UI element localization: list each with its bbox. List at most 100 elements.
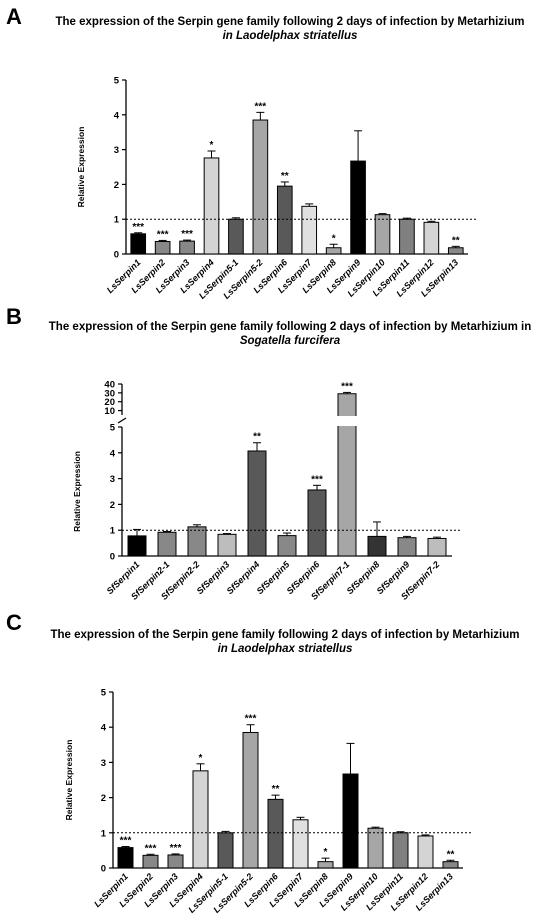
bar [427, 537, 447, 557]
significance-label: * [210, 140, 214, 151]
bar [367, 535, 387, 557]
bar [187, 526, 207, 557]
bar [242, 731, 259, 869]
bar [267, 798, 284, 869]
significance-label: *** [120, 836, 132, 847]
y-axis-label: Relative Expression [72, 451, 82, 532]
y-tick-label: 2 [101, 793, 106, 804]
panel-b-title: The expression of the Serpin gene family… [30, 320, 550, 348]
significance-label: *** [181, 229, 193, 240]
bar [117, 847, 134, 869]
bar [325, 247, 342, 255]
bar [447, 247, 464, 255]
significance-label: * [324, 847, 328, 858]
bar [392, 832, 409, 869]
y-tick-label: 0 [110, 552, 115, 563]
panel-a-title: The expression of the Serpin gene family… [30, 15, 550, 43]
y-tick-label: 4 [110, 448, 116, 459]
panel-a-title-line1: The expression of the Serpin gene family… [55, 16, 525, 28]
panel-letter-a: A [6, 4, 22, 29]
significance-label: ** [272, 784, 280, 795]
y-axis-label: Relative Expression [64, 740, 74, 821]
bar [130, 233, 147, 255]
bar [247, 450, 267, 557]
y-tick-label: 0 [101, 864, 106, 875]
significance-label: * [199, 753, 203, 764]
y-tick-label: 2 [110, 500, 115, 511]
y-tick-label: 3 [114, 145, 119, 156]
bar [142, 854, 159, 869]
bar [277, 535, 297, 557]
y-tick-label: 10 [104, 406, 115, 417]
y-tick-label: 1 [101, 828, 107, 839]
y-tick-label: 4 [114, 110, 120, 121]
bar [423, 221, 440, 255]
y-tick-label: 40 [104, 380, 115, 391]
bar [228, 218, 244, 255]
bar [252, 119, 269, 255]
bar [350, 160, 366, 255]
significance-label: *** [341, 381, 353, 392]
panel-c-title: The expression of the Serpin gene family… [20, 628, 550, 656]
significance-label: * [332, 233, 336, 244]
bar [217, 832, 234, 869]
bar-break-gap [337, 416, 357, 426]
axis-break-mark [117, 417, 127, 424]
panel-b: B The expression of the Serpin gene fami… [0, 300, 550, 600]
y-tick-label: 4 [101, 723, 107, 734]
bar [317, 861, 334, 869]
panel-c-title-line2: in Laodelphax striatellus [217, 643, 353, 655]
bar [367, 827, 384, 869]
bar [374, 214, 391, 255]
panel-c: C The expression of the Serpin gene fami… [0, 606, 550, 924]
panel-a: A The expression of the Serpin gene fami… [0, 0, 550, 300]
bar [442, 861, 459, 869]
bar [399, 218, 415, 255]
bar [397, 537, 417, 557]
bar [342, 773, 359, 869]
panel-c-title-line1: The expression of the Serpin gene family… [50, 629, 520, 641]
y-tick-label: 5 [110, 423, 116, 434]
y-tick-label: 3 [110, 474, 115, 485]
significance-label: *** [311, 474, 323, 485]
bar [192, 770, 209, 869]
y-tick-label: 5 [114, 76, 120, 87]
bar [127, 535, 147, 557]
bar [292, 819, 309, 869]
significance-label: *** [132, 222, 144, 233]
bar [307, 489, 327, 557]
panel-b-title-line2: Sogatella furcifera [239, 335, 341, 347]
bar [154, 240, 171, 255]
panel-letter-c: C [6, 610, 22, 635]
panel-letter-b: B [6, 304, 22, 329]
significance-label: ** [447, 849, 455, 860]
bar [203, 157, 220, 255]
y-axis-label: Relative Expression [76, 127, 86, 208]
bar [157, 531, 177, 557]
panel-a-title-line2: in Laodelphax striatellus [222, 30, 358, 42]
panel-b-title-line1: The expression of the Serpin gene family… [48, 321, 532, 333]
significance-label: *** [245, 714, 257, 725]
y-tick-label: 1 [110, 526, 116, 537]
y-tick-label: 0 [114, 250, 119, 261]
significance-label: *** [145, 843, 157, 854]
significance-label: ** [253, 432, 261, 443]
y-tick-label: 5 [101, 688, 107, 699]
bar [417, 835, 434, 869]
y-tick-label: 3 [101, 758, 106, 769]
significance-label: *** [157, 229, 169, 240]
bar [167, 854, 184, 869]
y-tick-label: 1 [114, 215, 120, 226]
bar [217, 533, 237, 557]
y-tick-label: 2 [114, 180, 119, 191]
y-tick-label: 30 [104, 388, 115, 399]
bar [179, 240, 195, 255]
significance-label: ** [281, 171, 289, 182]
significance-label: ** [452, 235, 460, 246]
significance-label: *** [255, 101, 267, 112]
bar [301, 205, 318, 255]
y-tick-label: 20 [104, 397, 115, 408]
